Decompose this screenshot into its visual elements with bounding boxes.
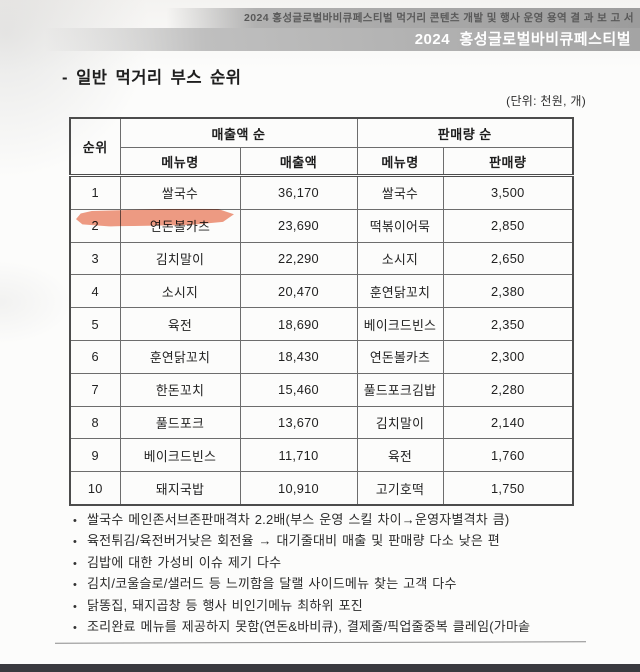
revenue-value-cell: 23,690 xyxy=(239,208,358,243)
footer-rule xyxy=(54,641,587,644)
note-item: • 쌀국수 메인존서브존판매격차 2.2배(부스 운영 스킬 차이→운영자별격차 … xyxy=(73,510,593,531)
note-item: • 육전튀김/육전버거낮은 회전율 → 대기줄대비 매출 및 판매량 다소 낮은 … xyxy=(73,531,593,552)
rank-cell: 3 xyxy=(69,241,121,276)
rank-cell: 4 xyxy=(69,274,121,309)
ranking-table: 순위 매출액 순 판매량 순 메뉴명 매출액 메뉴명 판매량 1 쌀국수 36,17… xyxy=(69,117,575,506)
table-header: 순위 매출액 순 판매량 순 메뉴명 매출액 메뉴명 판매량 xyxy=(69,117,574,177)
revenue-value-cell: 20,470 xyxy=(239,274,358,309)
table-header-row-columns: 메뉴명 매출액 메뉴명 판매량 xyxy=(70,147,574,177)
table-row: 3 김치말이 22,290 소시지 2,650 xyxy=(69,241,574,276)
table-body: 1 쌀국수 36,170 쌀국수 3,500 2 연돈볼카츠 23,690 떡볶이어묵 2,850… xyxy=(69,175,574,506)
volume-menu-cell: 베이크드빈스 xyxy=(356,307,444,341)
volume-menu-cell: 떡볶이어묵 xyxy=(356,208,444,243)
volume-value-cell: 1,750 xyxy=(442,471,574,506)
note-item: • 김밥에 대한 가성비 이슈 제기 다수 xyxy=(73,553,593,574)
col-header-revenue: 매출액 xyxy=(239,147,358,177)
revenue-menu-cell: 베이크드빈스 xyxy=(119,438,241,473)
volume-menu-cell: 김치말이 xyxy=(356,405,444,440)
bullet-icon: • xyxy=(73,536,78,549)
rank-cell: 9 xyxy=(69,438,121,473)
revenue-menu-cell: 훈연닭꼬치 xyxy=(119,339,241,374)
col-header-revenue-group: 매출액 순 xyxy=(119,117,358,148)
volume-value-cell: 1,760 xyxy=(442,438,574,473)
note-item: • 김치/코울슬로/샐러드 등 느끼함을 달랠 사이드메뉴 찾는 고객 다수 xyxy=(73,574,593,595)
bottom-bar xyxy=(0,664,640,672)
note-text: 쌀국수 메인존서브존판매격차 2.2배(부스 운영 스킬 차이→운영자별격차 큼… xyxy=(87,512,510,527)
table-row: 4 소시지 20,470 훈연닭꼬치 2,380 xyxy=(69,274,574,309)
note-text: 닭똥집, 돼지곱창 등 행사 비인기메뉴 최하위 포진 xyxy=(87,597,363,613)
unit-note: (단위: 천원, 개) xyxy=(506,94,586,108)
revenue-value-cell: 36,170 xyxy=(239,175,358,210)
table-row: 7 한돈꼬치 15,460 풀드포크김밥 2,280 xyxy=(69,372,574,407)
col-header-rank: 순위 xyxy=(69,117,121,177)
revenue-menu-cell: 풀드포크 xyxy=(119,405,241,440)
note-item: • 조리완료 메뉴를 제공하지 못함(연돈&바비큐), 결제줄/픽업줄중복 클레임… xyxy=(73,617,593,638)
table-header-row-groups: 순위 매출액 순 판매량 순 xyxy=(69,117,574,177)
revenue-menu-cell: 돼지국밥 xyxy=(119,471,241,506)
volume-menu-cell: 쌀국수 xyxy=(356,175,444,210)
section-title: - 일반 먹거리 부스 순위 xyxy=(62,69,242,87)
table-row: 10 돼지국밥 10,910 고기호떡 1,750 xyxy=(69,471,574,506)
bullet-icon: • xyxy=(73,515,78,527)
revenue-value-cell: 22,290 xyxy=(239,241,358,276)
note-text: 조리완료 메뉴를 제공하지 못함(연돈&바비큐), 결제줄/픽업줄중복 클레임(… xyxy=(87,619,531,635)
bullet-icon: • xyxy=(73,557,78,570)
revenue-menu-cell: 육전 xyxy=(119,307,241,341)
rank-cell: 5 xyxy=(69,307,121,341)
rank-cell: 6 xyxy=(69,339,121,374)
bullet-icon: • xyxy=(73,579,78,592)
table-row: 1 쌀국수 36,170 쌀국수 3,500 xyxy=(69,175,574,210)
bullet-icon: • xyxy=(73,622,78,635)
bullet-icon: • xyxy=(73,600,78,613)
note-item: • 닭똥집, 돼지곱창 등 행사 비인기메뉴 최하위 포진 xyxy=(73,596,593,617)
table-row: 6 훈연닭꼬치 18,430 연돈볼카츠 2,300 xyxy=(69,339,574,374)
revenue-menu-cell: 김치말이 xyxy=(119,241,241,276)
report-header-line1: 2024 홍성글로벌바비큐페스티벌 먹거리 콘텐츠 개발 및 행사 운영 용역 … xyxy=(0,8,640,28)
col-header-volume-group: 판매량 순 xyxy=(356,117,574,148)
volume-value-cell: 2,650 xyxy=(442,241,574,276)
volume-menu-cell: 훈연닭꼬치 xyxy=(356,274,444,309)
rank-cell: 8 xyxy=(69,405,121,440)
table-row: 2 연돈볼카츠 23,690 떡볶이어묵 2,850 xyxy=(69,208,574,243)
revenue-value-cell: 13,670 xyxy=(239,405,358,440)
note-text: 김치/코울슬로/샐러드 등 느끼함을 달랠 사이드메뉴 찾는 고객 다수 xyxy=(87,576,457,592)
volume-value-cell: 2,380 xyxy=(442,274,574,309)
revenue-value-cell: 11,710 xyxy=(239,438,358,473)
table-row: 5 육전 18,690 베이크드빈스 2,350 xyxy=(69,307,574,341)
note-text: 육전튀김/육전버거낮은 회전율 → 대기줄대비 매출 및 판매량 다소 낮은 편 xyxy=(87,533,500,549)
volume-menu-cell: 소시지 xyxy=(356,241,444,276)
rank-cell: 7 xyxy=(69,372,121,407)
volume-menu-cell: 풀드포크김밥 xyxy=(356,372,444,407)
volume-value-cell: 2,140 xyxy=(442,405,574,440)
table-row: 8 풀드포크 13,670 김치말이 2,140 xyxy=(69,405,574,440)
revenue-menu-cell: 한돈꼬치 xyxy=(119,372,241,407)
report-header-line2: 2024 홍성글로벌바비큐페스티벌 xyxy=(0,28,640,51)
volume-value-cell: 2,350 xyxy=(442,307,574,341)
col-header-volume: 판매량 xyxy=(442,147,574,177)
volume-value-cell: 2,850 xyxy=(442,208,574,243)
revenue-value-cell: 15,460 xyxy=(239,372,358,407)
rank-cell: 1 xyxy=(69,175,121,210)
volume-menu-cell: 고기호떡 xyxy=(356,471,444,506)
revenue-menu-cell: 소시지 xyxy=(119,274,241,309)
volume-value-cell: 3,500 xyxy=(442,175,574,210)
col-header-menu-revenue: 메뉴명 xyxy=(119,147,241,177)
volume-menu-cell: 육전 xyxy=(356,438,444,473)
notes-list: • 쌀국수 메인존서브존판매격차 2.2배(부스 운영 스킬 차이→운영자별격차 … xyxy=(73,510,593,638)
revenue-value-cell: 18,690 xyxy=(239,307,358,341)
volume-value-cell: 2,300 xyxy=(442,339,574,374)
col-header-menu-volume: 메뉴명 xyxy=(356,147,444,177)
table-row: 9 베이크드빈스 11,710 육전 1,760 xyxy=(69,438,574,473)
rank-cell: 10 xyxy=(69,471,121,506)
volume-menu-cell: 연돈볼카츠 xyxy=(356,339,444,374)
volume-value-cell: 2,280 xyxy=(442,372,574,407)
revenue-value-cell: 10,910 xyxy=(239,471,358,506)
revenue-value-cell: 18,430 xyxy=(239,339,358,374)
note-text: 김밥에 대한 가성비 이슈 제기 다수 xyxy=(87,554,282,570)
revenue-menu-cell: 쌀국수 xyxy=(119,175,241,210)
